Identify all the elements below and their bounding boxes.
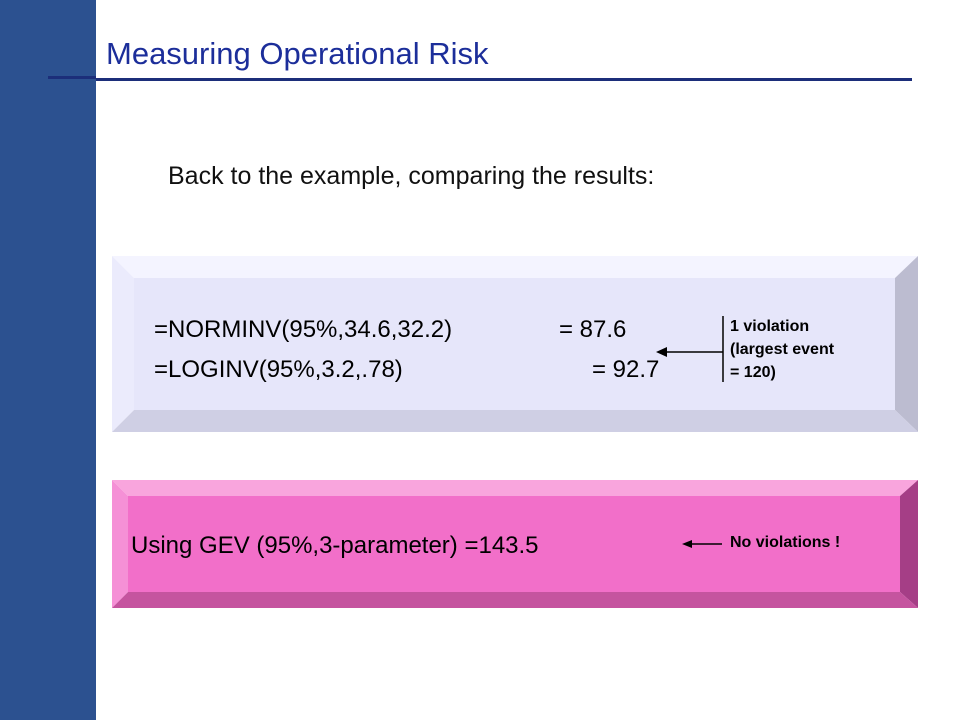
violation-note: 1 violation (largest event = 120) [730,315,834,384]
norminv-result: = 87.6 [559,316,627,343]
no-violations-arrow-head [682,540,692,548]
box-bevel-frame [112,256,918,432]
no-violations-note: No violations ! [730,534,841,551]
title-rule [96,78,912,81]
violation-arrow-head [656,347,667,357]
slide-subtitle: Back to the example, comparing the resul… [168,162,655,190]
gev-results-box: Using GEV (95%,3-parameter) =143.5 No vi… [112,480,918,608]
slide-title: Measuring Operational Risk [106,36,489,71]
violation-note-line-2: (largest event [730,341,835,358]
loginv-formula: =LOGINV(95%,3.2,.78) [154,356,403,383]
gev-result: Using GEV (95%,3-parameter) =143.5 [131,532,539,559]
loginv-result: = 92.7 [592,356,660,383]
norminv-formula: =NORMINV(95%,34.6,32.2) [154,316,453,343]
violation-note-line-1: 1 violation [730,318,810,335]
lognormal-results-box: =NORMINV(95%,34.6,32.2) = 87.6 =LOGINV(9… [112,256,918,432]
title-rule-left [48,76,96,79]
sidebar-band [0,0,96,720]
violation-note-line-3: = 120) [730,364,776,381]
box-bevel-frame [112,480,918,608]
